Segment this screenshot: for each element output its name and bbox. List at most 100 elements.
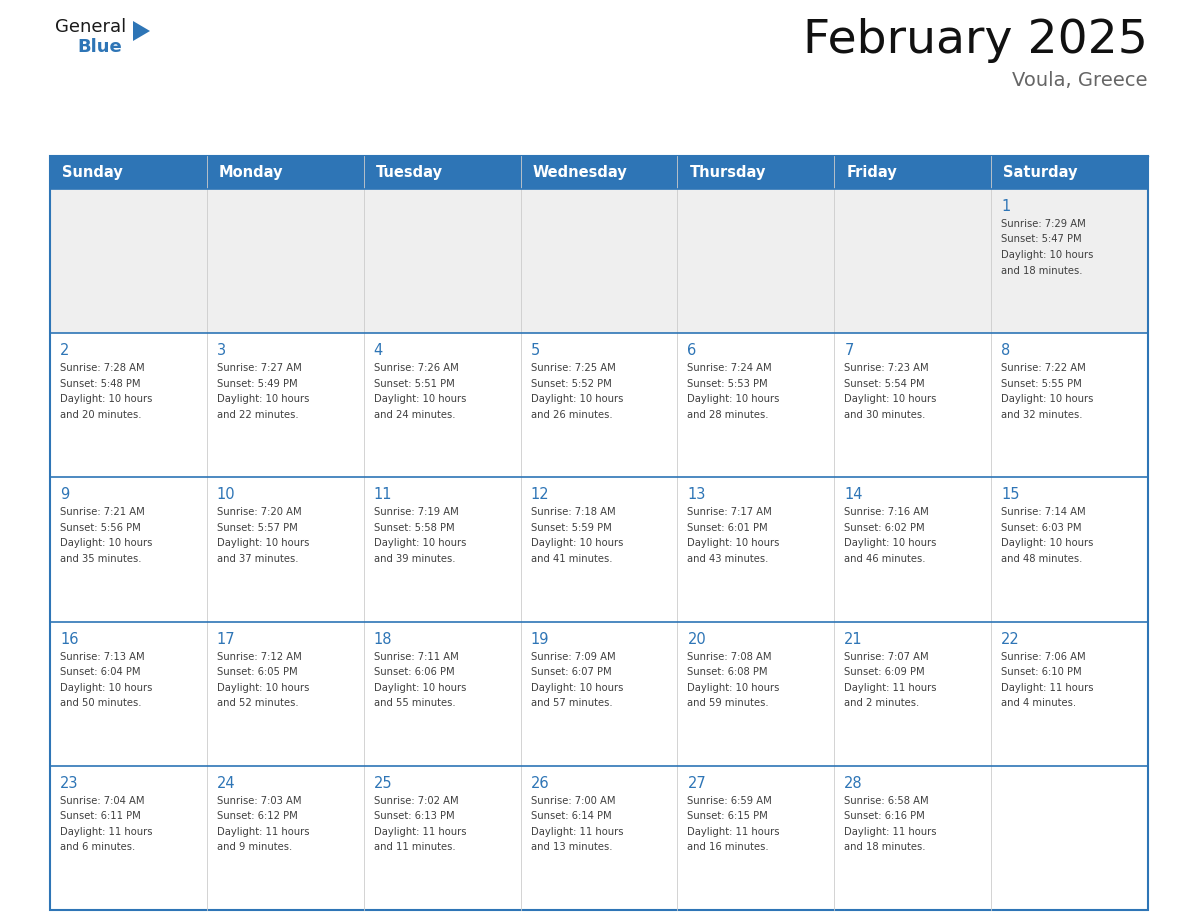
Text: Voula, Greece: Voula, Greece (1012, 71, 1148, 90)
Text: Sunrise: 7:08 AM: Sunrise: 7:08 AM (688, 652, 772, 662)
Text: Sunset: 6:05 PM: Sunset: 6:05 PM (217, 667, 297, 677)
Text: and 6 minutes.: and 6 minutes. (61, 843, 135, 852)
Text: 16: 16 (61, 632, 78, 646)
Text: 9: 9 (61, 487, 69, 502)
Text: 18: 18 (374, 632, 392, 646)
Text: Sunrise: 7:24 AM: Sunrise: 7:24 AM (688, 364, 772, 374)
Text: Daylight: 11 hours: Daylight: 11 hours (688, 827, 781, 837)
Text: and 57 minutes.: and 57 minutes. (531, 698, 612, 708)
Text: Sunrise: 7:06 AM: Sunrise: 7:06 AM (1001, 652, 1086, 662)
Text: Sunrise: 6:58 AM: Sunrise: 6:58 AM (845, 796, 929, 806)
Text: Friday: Friday (846, 165, 897, 180)
Text: 8: 8 (1001, 343, 1010, 358)
Text: and 48 minutes.: and 48 minutes. (1001, 554, 1082, 564)
Text: Sunrise: 7:14 AM: Sunrise: 7:14 AM (1001, 508, 1086, 518)
Text: Sunset: 5:51 PM: Sunset: 5:51 PM (374, 379, 455, 388)
Text: and 39 minutes.: and 39 minutes. (374, 554, 455, 564)
Text: and 32 minutes.: and 32 minutes. (1001, 409, 1082, 420)
Text: Daylight: 10 hours: Daylight: 10 hours (61, 538, 152, 548)
Text: and 46 minutes.: and 46 minutes. (845, 554, 925, 564)
Text: Sunset: 6:11 PM: Sunset: 6:11 PM (61, 812, 140, 822)
Text: Sunset: 5:53 PM: Sunset: 5:53 PM (688, 379, 769, 388)
Text: Sunrise: 7:26 AM: Sunrise: 7:26 AM (374, 364, 459, 374)
Text: Tuesday: Tuesday (375, 165, 443, 180)
Text: Monday: Monday (219, 165, 284, 180)
Text: Sunrise: 7:16 AM: Sunrise: 7:16 AM (845, 508, 929, 518)
Text: Daylight: 10 hours: Daylight: 10 hours (374, 394, 466, 404)
Text: 6: 6 (688, 343, 696, 358)
Text: Sunrise: 7:09 AM: Sunrise: 7:09 AM (531, 652, 615, 662)
Text: 13: 13 (688, 487, 706, 502)
Text: and 18 minutes.: and 18 minutes. (845, 843, 925, 852)
Text: Sunset: 6:13 PM: Sunset: 6:13 PM (374, 812, 454, 822)
Text: 10: 10 (217, 487, 235, 502)
Text: 23: 23 (61, 776, 78, 790)
Text: Daylight: 10 hours: Daylight: 10 hours (217, 683, 309, 692)
Text: Sunrise: 7:03 AM: Sunrise: 7:03 AM (217, 796, 302, 806)
Text: and 30 minutes.: and 30 minutes. (845, 409, 925, 420)
Text: Sunset: 6:04 PM: Sunset: 6:04 PM (61, 667, 140, 677)
Text: Sunrise: 7:20 AM: Sunrise: 7:20 AM (217, 508, 302, 518)
Text: 28: 28 (845, 776, 862, 790)
Text: Sunset: 5:54 PM: Sunset: 5:54 PM (845, 379, 925, 388)
Text: Sunset: 5:57 PM: Sunset: 5:57 PM (217, 523, 298, 533)
Text: Daylight: 10 hours: Daylight: 10 hours (845, 394, 936, 404)
Text: 12: 12 (531, 487, 549, 502)
Text: Daylight: 10 hours: Daylight: 10 hours (374, 683, 466, 692)
Text: Sunrise: 6:59 AM: Sunrise: 6:59 AM (688, 796, 772, 806)
Text: Sunset: 5:52 PM: Sunset: 5:52 PM (531, 379, 612, 388)
Text: Sunset: 5:55 PM: Sunset: 5:55 PM (1001, 379, 1082, 388)
Text: Daylight: 10 hours: Daylight: 10 hours (531, 394, 623, 404)
Text: Sunset: 5:59 PM: Sunset: 5:59 PM (531, 523, 612, 533)
Text: Sunset: 6:14 PM: Sunset: 6:14 PM (531, 812, 611, 822)
Text: General: General (55, 18, 126, 36)
Text: Sunrise: 7:12 AM: Sunrise: 7:12 AM (217, 652, 302, 662)
Text: 20: 20 (688, 632, 706, 646)
Text: 3: 3 (217, 343, 226, 358)
Text: Sunset: 6:10 PM: Sunset: 6:10 PM (1001, 667, 1082, 677)
Text: 25: 25 (374, 776, 392, 790)
Text: Daylight: 10 hours: Daylight: 10 hours (531, 538, 623, 548)
Text: Daylight: 10 hours: Daylight: 10 hours (531, 683, 623, 692)
Text: Daylight: 10 hours: Daylight: 10 hours (688, 394, 779, 404)
Bar (50, 189, 1148, 333)
Text: Sunset: 5:49 PM: Sunset: 5:49 PM (217, 379, 297, 388)
Text: Sunset: 6:15 PM: Sunset: 6:15 PM (688, 812, 769, 822)
Text: Daylight: 10 hours: Daylight: 10 hours (217, 394, 309, 404)
Text: Sunset: 5:47 PM: Sunset: 5:47 PM (1001, 234, 1082, 244)
Text: Sunset: 6:07 PM: Sunset: 6:07 PM (531, 667, 611, 677)
Text: Sunset: 6:16 PM: Sunset: 6:16 PM (845, 812, 925, 822)
Text: Sunrise: 7:19 AM: Sunrise: 7:19 AM (374, 508, 459, 518)
Text: Sunset: 6:09 PM: Sunset: 6:09 PM (845, 667, 925, 677)
Text: Daylight: 11 hours: Daylight: 11 hours (845, 683, 937, 692)
Text: Sunset: 6:03 PM: Sunset: 6:03 PM (1001, 523, 1081, 533)
Text: Sunrise: 7:17 AM: Sunrise: 7:17 AM (688, 508, 772, 518)
Text: Sunrise: 7:13 AM: Sunrise: 7:13 AM (61, 652, 145, 662)
Text: 7: 7 (845, 343, 854, 358)
Text: and 18 minutes.: and 18 minutes. (1001, 265, 1082, 275)
Text: Sunset: 5:58 PM: Sunset: 5:58 PM (374, 523, 454, 533)
Text: 4: 4 (374, 343, 383, 358)
Text: and 22 minutes.: and 22 minutes. (217, 409, 298, 420)
Text: Sunrise: 7:22 AM: Sunrise: 7:22 AM (1001, 364, 1086, 374)
Text: 27: 27 (688, 776, 706, 790)
Text: 21: 21 (845, 632, 862, 646)
Text: and 16 minutes.: and 16 minutes. (688, 843, 769, 852)
Text: Sunrise: 7:25 AM: Sunrise: 7:25 AM (531, 364, 615, 374)
Text: Sunset: 6:06 PM: Sunset: 6:06 PM (374, 667, 454, 677)
Bar (50, 156, 1148, 910)
Text: Daylight: 11 hours: Daylight: 11 hours (531, 827, 623, 837)
Bar (50, 156, 1148, 189)
Text: Sunrise: 7:00 AM: Sunrise: 7:00 AM (531, 796, 615, 806)
Text: Daylight: 10 hours: Daylight: 10 hours (374, 538, 466, 548)
Text: 26: 26 (531, 776, 549, 790)
Text: and 55 minutes.: and 55 minutes. (374, 698, 455, 708)
Text: Daylight: 10 hours: Daylight: 10 hours (1001, 250, 1093, 260)
Text: Daylight: 10 hours: Daylight: 10 hours (61, 683, 152, 692)
Text: and 59 minutes.: and 59 minutes. (688, 698, 769, 708)
Text: 2: 2 (61, 343, 69, 358)
Text: and 37 minutes.: and 37 minutes. (217, 554, 298, 564)
Text: Sunrise: 7:27 AM: Sunrise: 7:27 AM (217, 364, 302, 374)
Text: Daylight: 10 hours: Daylight: 10 hours (845, 538, 936, 548)
Text: Saturday: Saturday (1003, 165, 1078, 180)
